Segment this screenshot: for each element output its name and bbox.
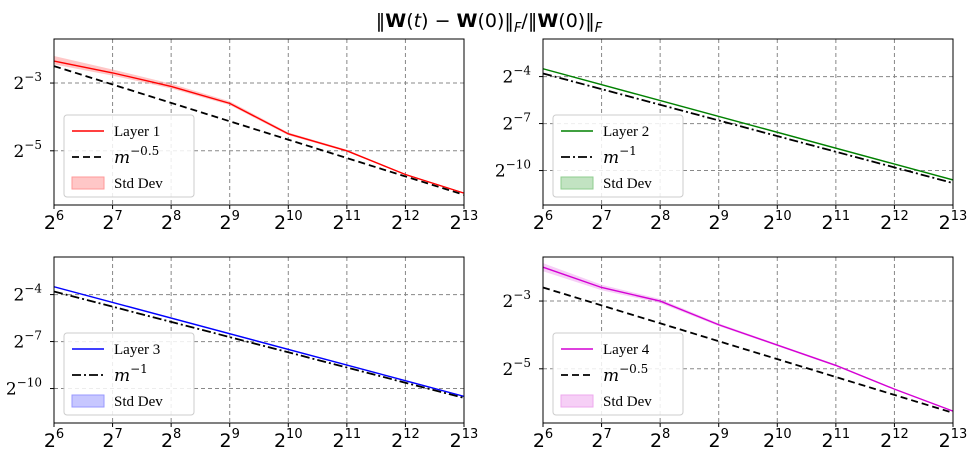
x-tick-label: 211 bbox=[822, 209, 851, 234]
x-tick-label: 213 bbox=[450, 427, 479, 452]
axes-frame bbox=[53, 256, 465, 424]
x-tick-label: 28 bbox=[161, 209, 181, 234]
x-tick-label: 28 bbox=[650, 209, 670, 234]
legend-label: Layer 3 bbox=[114, 342, 160, 358]
y-tick-label: 2−10 bbox=[495, 158, 531, 182]
legend-label: m−1 bbox=[114, 362, 148, 386]
y-tick-label: 2−3 bbox=[502, 288, 531, 312]
x-tick-label: 212 bbox=[880, 427, 909, 452]
x-tick-label: 211 bbox=[333, 209, 362, 234]
legend-label: Std Dev bbox=[114, 394, 163, 410]
reference-line bbox=[542, 286, 954, 414]
x-tick-label: 26 bbox=[533, 427, 553, 452]
y-tick-label: 2−3 bbox=[13, 70, 42, 94]
x-tick-label: 211 bbox=[822, 427, 851, 452]
x-tick-label: 212 bbox=[391, 427, 420, 452]
legend: Layer 4 m−0.5 Std Dev bbox=[552, 332, 684, 416]
x-tick-label: 28 bbox=[161, 427, 181, 452]
x-tick-label: 29 bbox=[709, 209, 729, 234]
x-tick-label: 211 bbox=[333, 427, 362, 452]
reference-line bbox=[542, 72, 954, 184]
x-tick-label: 29 bbox=[220, 427, 240, 452]
axes-frame bbox=[542, 256, 954, 424]
x-tick-label: 212 bbox=[880, 209, 909, 234]
x-tick-label: 28 bbox=[650, 427, 670, 452]
layer-line bbox=[53, 60, 465, 194]
panel-3: 26 27 28 29 210 211 212 213 2−4 2−7 2−10 Layer 3 m−1… bbox=[6, 256, 479, 452]
x-tick-label: 210 bbox=[763, 209, 792, 234]
legend-label: Std Dev bbox=[603, 394, 652, 410]
panels: 26 27 28 29 210 211 212 213 2−3 2−5 Layer 1 m−0.5 St… bbox=[6, 38, 968, 452]
figure-suptitle: ‖W(t) − W(0)‖F/‖W(0)‖F bbox=[376, 10, 603, 36]
legend: Layer 2 m−1 Std Dev bbox=[552, 114, 684, 198]
x-tick-label: 26 bbox=[44, 427, 64, 452]
y-tick-label: 2−10 bbox=[6, 376, 42, 400]
x-tick-label: 212 bbox=[391, 209, 420, 234]
x-tick-label: 27 bbox=[591, 209, 611, 234]
legend: Layer 1 m−0.5 Std Dev bbox=[63, 114, 195, 198]
legend-label: Layer 1 bbox=[114, 124, 160, 140]
legend-swatch bbox=[560, 394, 594, 408]
x-tick-label: 27 bbox=[102, 427, 122, 452]
y-tick-label: 2−4 bbox=[502, 64, 531, 88]
panel-4: 26 27 28 29 210 211 212 213 2−3 2−5 Layer 4 m−0.5 St… bbox=[502, 256, 968, 452]
x-tick-label: 210 bbox=[274, 427, 303, 452]
x-tick-label: 210 bbox=[763, 427, 792, 452]
legend-swatch bbox=[560, 176, 594, 190]
layer-line bbox=[542, 68, 954, 181]
x-tick-label: 213 bbox=[939, 209, 968, 234]
legend-label: m−0.5 bbox=[603, 362, 648, 386]
reference-line bbox=[53, 290, 465, 399]
legend-label: Std Dev bbox=[603, 176, 652, 192]
y-tick-label: 2−7 bbox=[502, 111, 531, 135]
x-tick-label: 213 bbox=[939, 427, 968, 452]
legend-swatch bbox=[71, 176, 105, 190]
x-tick-label: 213 bbox=[450, 209, 479, 234]
y-tick-label: 2−7 bbox=[13, 329, 42, 353]
legend-label: m−0.5 bbox=[114, 144, 159, 168]
x-tick-label: 26 bbox=[533, 209, 553, 234]
layer-line bbox=[542, 266, 954, 412]
x-tick-label: 29 bbox=[220, 209, 240, 234]
x-tick-label: 210 bbox=[274, 209, 303, 234]
layer-line bbox=[53, 286, 465, 398]
reference-line bbox=[53, 65, 465, 196]
x-tick-label: 27 bbox=[102, 209, 122, 234]
axes-frame bbox=[53, 38, 465, 206]
x-tick-label: 29 bbox=[709, 427, 729, 452]
x-tick-label: 26 bbox=[44, 209, 64, 234]
legend-label: Layer 4 bbox=[603, 342, 650, 358]
axes-frame bbox=[542, 38, 954, 206]
legend: Layer 3 m−1 Std Dev bbox=[63, 332, 195, 416]
legend-label: Layer 2 bbox=[603, 124, 649, 140]
legend-swatch bbox=[71, 394, 105, 408]
y-tick-label: 2−5 bbox=[502, 356, 531, 380]
panel-2: 26 27 28 29 210 211 212 213 2−4 2−7 2−10 Layer 2 m−1… bbox=[495, 38, 968, 234]
y-tick-label: 2−5 bbox=[13, 138, 42, 162]
y-tick-label: 2−4 bbox=[13, 282, 42, 306]
x-tick-label: 27 bbox=[591, 427, 611, 452]
panel-1: 26 27 28 29 210 211 212 213 2−3 2−5 Layer 1 m−0.5 St… bbox=[13, 38, 479, 234]
legend-label: m−1 bbox=[603, 144, 637, 168]
legend-label: Std Dev bbox=[114, 176, 163, 192]
